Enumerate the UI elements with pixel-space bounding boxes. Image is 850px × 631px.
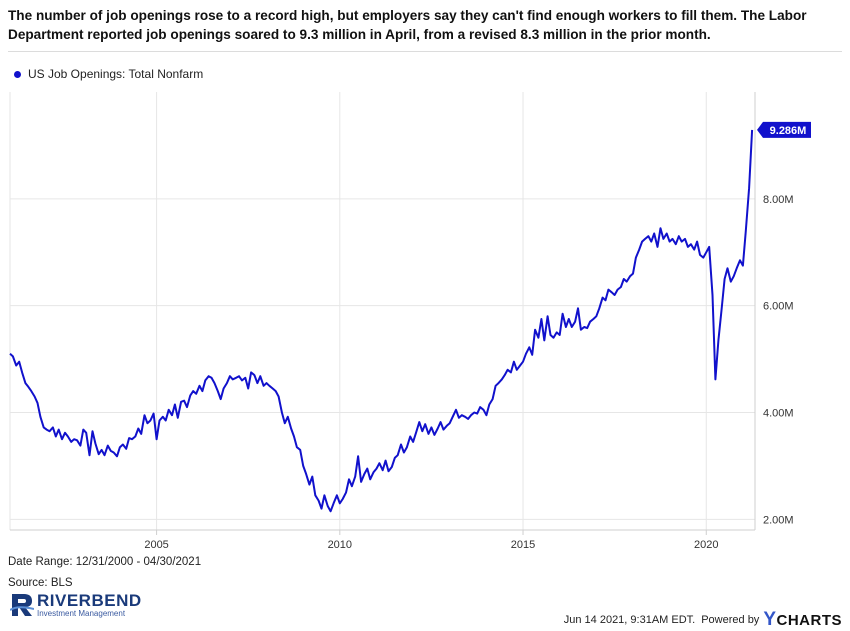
x-tick-labels: 2005 2010 2015 2020 [144,539,718,551]
riverbend-logo-icon [9,592,35,618]
y-tick-label: 2.00M [763,514,794,526]
y-tick-label: 6.00M [763,301,794,313]
x-tick-label: 2010 [328,539,352,551]
axes [9,92,756,535]
y-tick-labels: 2.00M 4.00M 6.00M 8.00M [763,194,794,526]
x-tick-label: 2005 [144,539,168,551]
grid-lines [10,92,755,530]
legend-series-marker [14,70,21,78]
logo-subtitle: Investment Management [37,609,126,618]
ycharts-logo-y: Y [763,609,777,630]
powered-by-text: Powered by [701,614,760,626]
last-value-layer: 9.286M [757,121,811,138]
x-tick-label: 2015 [511,539,535,551]
last-value-badge [757,121,811,138]
timestamp: Jun 14 2021, 9:31AM EDT. [563,614,696,626]
legend-series-label: US Job Openings: Total Nonfarm [28,67,204,81]
source-note: Source: BLS [8,577,73,589]
y-tick-label: 8.00M [763,194,794,206]
riverbend-logo: RIVERBEND Investment Management [9,591,142,618]
series-line-job-openings [9,129,754,513]
header-divider [8,51,842,52]
series-layer [9,129,754,513]
footer-attribution: Jun 14 2021, 9:31AM EDT. Powered by YCHA… [564,609,842,631]
ycharts-logo-rest: CHARTS [776,612,842,629]
y-tick-label: 4.00M [763,407,794,419]
last-value-label: 9.286M [770,125,807,137]
ycharts-logo[interactable]: YCHARTS [763,609,842,631]
headline: The number of job openings rose to a rec… [8,8,807,42]
logo-name: RIVERBEND [37,591,142,610]
chart-legend[interactable]: US Job Openings: Total Nonfarm [14,67,203,81]
date-range: Date Range: 12/31/2000 - 04/30/2021 [8,556,202,568]
x-tick-label: 2020 [694,539,718,551]
